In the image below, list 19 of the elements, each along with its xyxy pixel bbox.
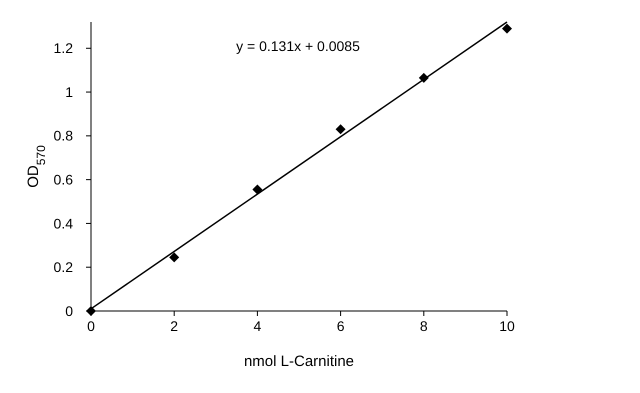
point xyxy=(336,124,346,134)
x-tick-label: 10 xyxy=(499,318,515,334)
x-tick-label: 2 xyxy=(170,318,178,334)
x-tick-label: 4 xyxy=(254,318,262,334)
annotation: y = 0.131x + 0.0085 xyxy=(236,38,360,54)
x-tick-label: 0 xyxy=(87,318,96,334)
y-tick-label: 0 xyxy=(65,302,74,319)
point xyxy=(252,184,262,194)
y-tick-label: 0.2 xyxy=(54,259,74,276)
y-tick-label: 0.4 xyxy=(54,215,74,232)
y-tick-label: 1 xyxy=(65,84,74,100)
y-tick-label: 0.6 xyxy=(54,172,74,188)
x-axis-title: nmol L-Carnitine xyxy=(244,353,354,370)
y-tick-label: 1.2 xyxy=(54,40,74,56)
x-tick-label: 8 xyxy=(420,318,428,334)
point xyxy=(169,252,180,262)
y-tick-label: 0.8 xyxy=(54,128,74,144)
x-tick-label: 6 xyxy=(336,318,345,334)
point xyxy=(502,24,512,34)
